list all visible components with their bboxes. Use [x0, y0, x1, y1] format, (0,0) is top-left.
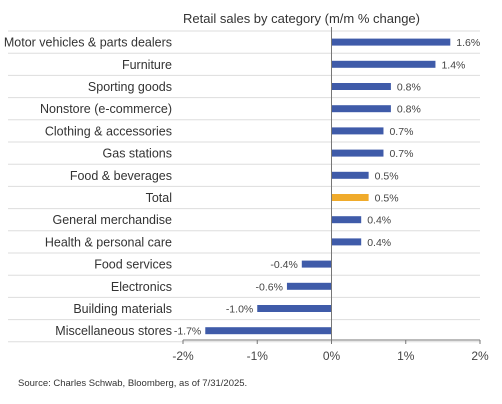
- value-label: 0.4%: [367, 237, 391, 249]
- bar: [205, 327, 332, 335]
- x-tick-label: 1%: [397, 349, 415, 363]
- value-label: 0.7%: [389, 148, 413, 160]
- bar: [331, 171, 369, 179]
- bar: [331, 38, 451, 46]
- category-label: Total: [146, 191, 172, 205]
- x-tick-label: 2%: [471, 349, 489, 363]
- value-label: 0.5%: [375, 170, 399, 182]
- value-label: 0.8%: [397, 104, 421, 116]
- value-label: 0.4%: [367, 215, 391, 227]
- bar: [286, 282, 332, 290]
- value-label: -0.4%: [270, 259, 297, 271]
- category-label: Health & personal care: [45, 235, 172, 249]
- x-tick-label: -2%: [172, 349, 194, 363]
- bar: [331, 60, 436, 68]
- category-label: Nonstore (e-commerce): [40, 102, 172, 116]
- category-label: Clothing & accessories: [45, 124, 172, 138]
- bar: [331, 238, 362, 246]
- bar: [331, 216, 362, 224]
- x-tick-label: 0%: [323, 349, 341, 363]
- value-label: 0.8%: [397, 82, 421, 94]
- category-label: Gas stations: [103, 147, 172, 161]
- value-label: -0.6%: [256, 281, 283, 293]
- x-tick-label: -1%: [247, 349, 269, 363]
- value-labels: 1.6% 1.4% 0.8% 0.8% 0.7% 0.7% 0.5% 0.5% 0.4% 0.4%…: [174, 37, 480, 338]
- category-label: Sporting goods: [88, 80, 172, 94]
- value-label: 0.7%: [389, 126, 413, 138]
- bar: [331, 83, 391, 90]
- grid-lines: [8, 30, 480, 343]
- category-label: Food & beverages: [70, 169, 172, 183]
- bar: [331, 149, 384, 157]
- bar: [257, 305, 332, 312]
- source-note: Source: Charles Schwab, Bloomberg, as of…: [18, 378, 247, 389]
- category-label: Furniture: [122, 58, 172, 72]
- category-label: Motor vehicles & parts dealers: [4, 36, 172, 50]
- category-label: Miscellaneous stores: [55, 324, 172, 338]
- category-label: General merchandise: [52, 213, 172, 227]
- bars: [205, 38, 451, 335]
- category-label: Building materials: [73, 302, 172, 316]
- bar: [331, 105, 391, 113]
- bar: [331, 127, 384, 135]
- x-axis-ticks: -2% -1% 0% 1% 2%: [172, 340, 489, 363]
- category-labels: Motor vehicles & parts dealers Furniture S…: [4, 36, 172, 339]
- value-label: 1.6%: [456, 37, 480, 49]
- value-label: 0.5%: [375, 193, 399, 205]
- bar: [301, 260, 332, 268]
- value-label: -1.7%: [174, 326, 201, 338]
- category-label: Electronics: [111, 280, 172, 294]
- value-label: -1.0%: [226, 304, 253, 316]
- value-label: 1.4%: [441, 59, 465, 71]
- bar: [331, 194, 369, 201]
- category-label: Food services: [94, 258, 172, 272]
- chart-title: Retail sales by category (m/m % change): [183, 11, 420, 26]
